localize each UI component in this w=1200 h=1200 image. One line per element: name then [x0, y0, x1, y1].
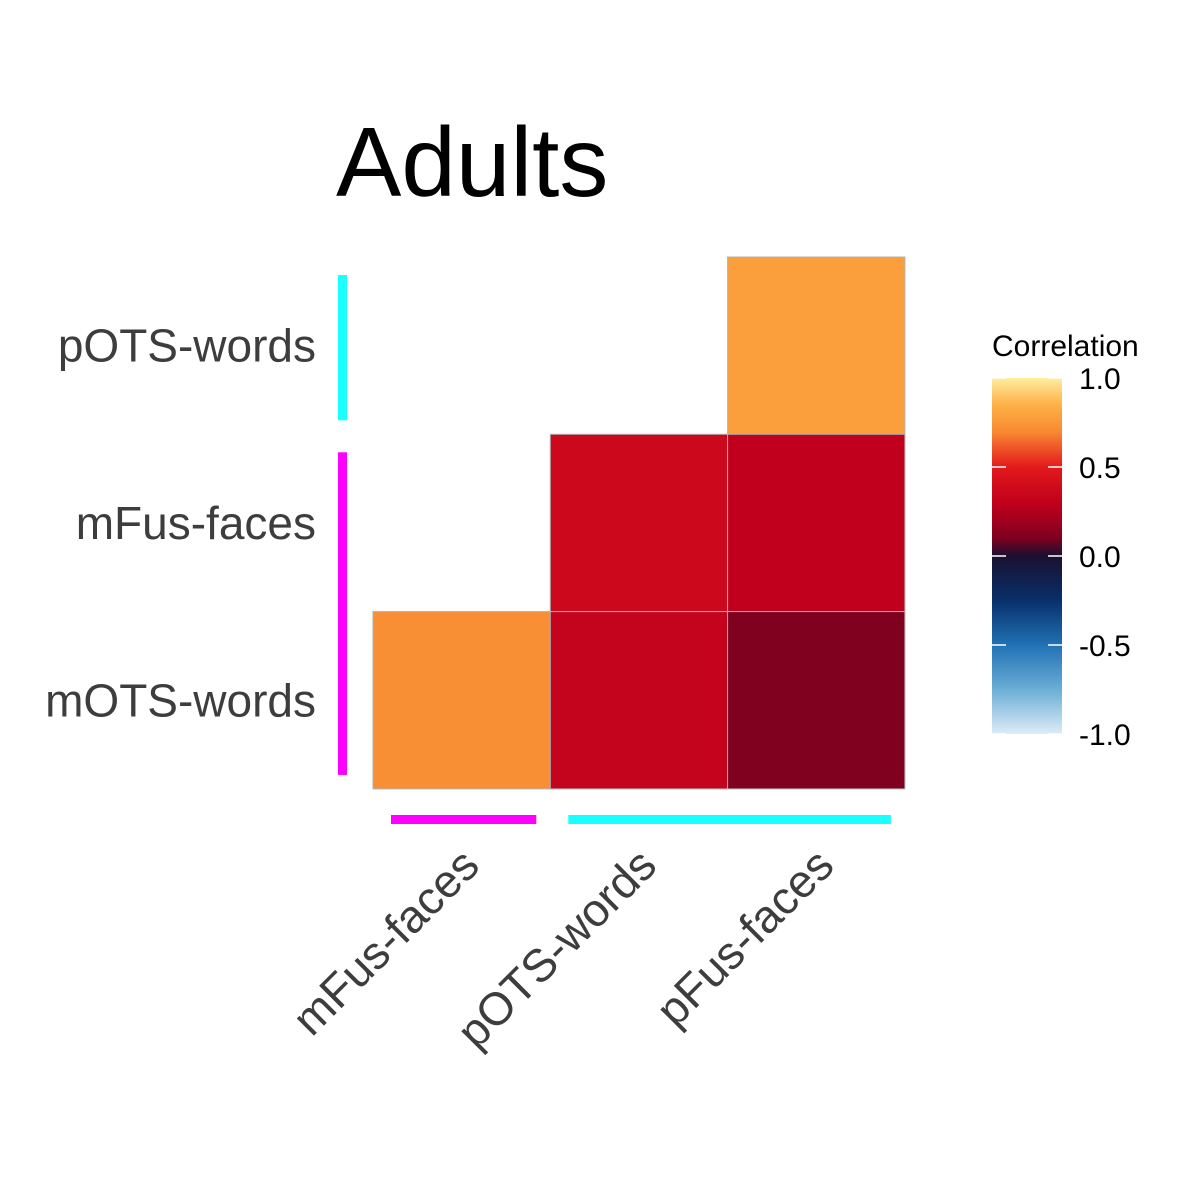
heatmap-cell: [727, 611, 906, 790]
row-label: mOTS-words: [45, 674, 316, 726]
legend-tick-label: -1.0: [1079, 719, 1131, 752]
row-group-bar: [338, 452, 347, 775]
legend-title: Correlation: [992, 330, 1139, 363]
legend-tick-label: -0.5: [1079, 630, 1131, 663]
heatmap-cell: [372, 611, 551, 790]
group-bars: [338, 275, 891, 824]
heatmap-cell: [727, 433, 906, 613]
legend-tick-label: 0.5: [1079, 452, 1121, 485]
color-legend: Correlation 1.0 0.5 0.0 -0.5 -1.0: [992, 330, 1139, 752]
row-label: pOTS-words: [58, 320, 316, 372]
column-group-bar: [391, 815, 537, 824]
legend-tick-label: 1.0: [1079, 363, 1121, 396]
row-group-bar: [338, 275, 347, 421]
row-label: mFus-faces: [76, 497, 316, 549]
heatmap-cell: [549, 611, 729, 790]
legend-ticks: 1.0 0.5 0.0 -0.5 -1.0: [992, 363, 1131, 752]
row-labels: pOTS-words mFus-faces mOTS-words: [45, 320, 316, 727]
column-label: pFus-faces: [646, 838, 844, 1036]
chart-title: Adults: [336, 107, 608, 217]
heatmap-cells: [372, 256, 906, 790]
heatmap-cell: [727, 256, 906, 435]
legend-tick-label: 0.0: [1079, 541, 1121, 574]
column-group-bar: [568, 815, 891, 824]
heatmap-cell: [549, 433, 729, 613]
